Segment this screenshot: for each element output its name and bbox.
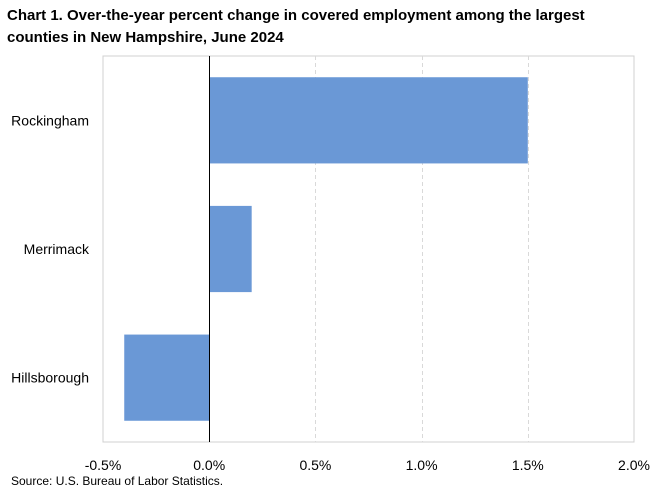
bar-hillsborough xyxy=(124,334,210,421)
x-tick-label-1: 0.0% xyxy=(193,457,225,473)
x-tick-label-2: 0.5% xyxy=(299,457,331,473)
category-label-rockingham: Rockingham xyxy=(11,112,89,128)
bar-merrimack xyxy=(209,205,252,293)
chart-title: Chart 1. Over-the-year percent change in… xyxy=(7,5,647,49)
chart-title-line-1: Chart 1. Over-the-year percent change in… xyxy=(7,7,585,24)
source-note: Source: U.S. Bureau of Labor Statistics. xyxy=(11,474,224,488)
category-label-merrimack: Merrimack xyxy=(24,241,90,257)
x-tick-label-4: 1.5% xyxy=(512,457,544,473)
x-tick-label-5: 2.0% xyxy=(618,457,650,473)
chart-title-line-2: counties in New Hampshire, June 2024 xyxy=(7,29,284,46)
x-tick-label-0: -0.5% xyxy=(85,457,122,473)
bar-rockingham xyxy=(209,77,528,164)
x-tick-label-3: 1.0% xyxy=(406,457,438,473)
category-label-hillsborough: Hillsborough xyxy=(11,370,89,386)
